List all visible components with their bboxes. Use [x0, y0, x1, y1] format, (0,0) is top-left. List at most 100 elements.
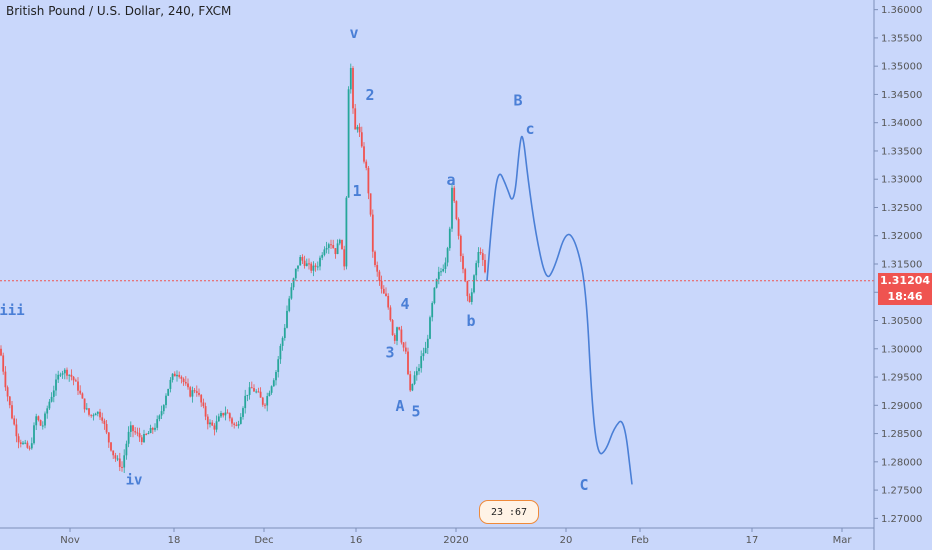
candle-body: [22, 442, 24, 444]
candle-body: [233, 423, 236, 425]
candle-body: [85, 408, 88, 410]
candle-body: [369, 193, 372, 215]
candle-body: [19, 442, 22, 444]
wave-label-C: C: [579, 476, 588, 494]
candle-body: [46, 408, 49, 414]
candle-body: [217, 416, 220, 422]
wave-label-A: A: [395, 397, 404, 415]
candle-body: [380, 280, 383, 289]
candle-body: [442, 269, 445, 272]
candle-body: [475, 263, 478, 276]
candle-body: [440, 271, 442, 273]
candle-body: [176, 374, 178, 377]
candle-body: [398, 327, 401, 330]
candle-body: [191, 390, 194, 397]
candle-body: [261, 397, 264, 405]
candle-body: [270, 386, 273, 393]
candle-body: [17, 436, 20, 443]
candle-body: [435, 279, 438, 288]
candle-body: [165, 395, 167, 406]
wave-label-1: 1: [352, 182, 361, 200]
event-badge[interactable]: 23 :67: [479, 500, 539, 524]
candle-body: [57, 374, 60, 380]
candle-body: [132, 425, 134, 432]
candle-body: [52, 390, 55, 397]
candle-body: [387, 295, 390, 308]
candle-body: [250, 387, 253, 389]
candle-body: [187, 383, 189, 388]
candle-body: [125, 443, 128, 456]
x-tick-label: 18: [168, 535, 181, 546]
candle-body: [70, 374, 73, 377]
candle-body: [466, 281, 469, 297]
candle-body: [294, 268, 297, 279]
candle-body: [83, 398, 86, 410]
candle-body: [277, 359, 280, 372]
x-tick-label: Feb: [631, 535, 649, 546]
candle-body: [209, 422, 211, 425]
candle-body: [24, 442, 27, 444]
candle-body: [110, 442, 112, 451]
candle-body: [393, 334, 396, 341]
x-ticks-layer: Nov 18 Dec 16 2020 20 Feb 17 Mar: [60, 528, 852, 546]
wave-label-5: 5: [411, 403, 420, 421]
candle-body: [391, 320, 394, 335]
candle-body: [28, 447, 31, 449]
candle-body: [59, 374, 62, 376]
candle-body: [127, 431, 130, 444]
candle-body: [41, 425, 44, 427]
candle-body: [303, 260, 306, 266]
candle-body: [341, 239, 343, 250]
candle-body: [136, 432, 139, 434]
y-tick-label: 1.28500: [881, 429, 922, 440]
candle-body: [305, 263, 308, 266]
wave-label-4: 4: [400, 295, 409, 313]
candle-body: [195, 391, 198, 393]
candle-body: [268, 392, 271, 397]
x-tick-label: 20: [560, 535, 573, 546]
candle-body: [453, 187, 456, 202]
candle-body: [462, 256, 464, 270]
candle-body: [259, 391, 262, 398]
y-tick-label: 1.30500: [881, 316, 922, 327]
candle-body: [121, 466, 123, 468]
candle-body: [255, 391, 258, 393]
candle-body: [26, 442, 29, 448]
candle-body: [418, 368, 420, 372]
candle-body: [189, 387, 192, 397]
candle-body: [253, 388, 255, 392]
candle-body: [112, 450, 115, 456]
x-tick-label: 16: [350, 535, 363, 546]
candle-body: [77, 381, 79, 391]
candle-body: [211, 422, 214, 426]
candle-body: [310, 263, 313, 271]
y-tick-label: 1.27000: [881, 514, 922, 525]
candle-body: [244, 395, 247, 409]
candle-body: [79, 390, 82, 394]
candle-body: [404, 347, 407, 352]
candle-body: [143, 434, 145, 443]
candle-body: [352, 68, 354, 109]
candle-body: [468, 296, 471, 302]
candle-body: [107, 432, 110, 443]
candle-body: [66, 369, 68, 376]
candle-body: [167, 388, 170, 396]
candle-body: [323, 249, 326, 255]
candle-body: [158, 415, 161, 420]
candle-body: [354, 108, 357, 130]
candle-body: [114, 455, 117, 459]
candle-body: [396, 327, 398, 341]
candle-body: [481, 253, 484, 260]
x-tick-label: Dec: [254, 535, 273, 546]
x-tick-label: 2020: [443, 535, 468, 546]
candle-body: [202, 402, 205, 407]
x-tick-label: Nov: [60, 535, 80, 546]
candle-body: [325, 247, 328, 250]
candle-body: [184, 381, 187, 384]
countdown-tag: 18:46: [878, 288, 932, 305]
wave-labels-layer: iii iv v 2 1 4 3 A 5 a b Bc C: [0, 24, 589, 494]
candle-body: [349, 68, 352, 90]
candle-body: [459, 235, 462, 257]
